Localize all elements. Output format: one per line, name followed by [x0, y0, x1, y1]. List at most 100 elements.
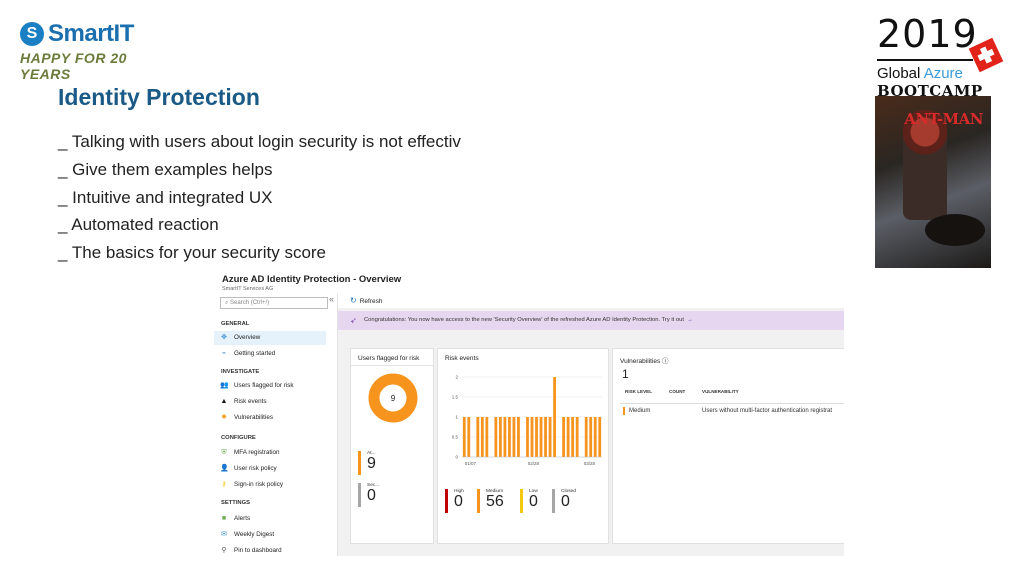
warning-icon: ▲	[220, 398, 228, 405]
nav-item-users-flagged[interactable]: 👥 Users flagged for risk	[214, 379, 326, 393]
risk-event-bar	[512, 417, 516, 457]
risk-event-bar	[535, 417, 538, 457]
metric-label: Sec...	[367, 483, 380, 488]
nav-item-label: Sign-in risk policy	[234, 481, 283, 488]
vulnerability-count: 1	[622, 367, 629, 381]
metric-value: 0	[561, 493, 570, 510]
risk-event-bar	[517, 417, 520, 457]
smartit-logo-mark: S	[20, 22, 44, 46]
blade-nav: ⌕ Search (Ctrl+/) « GENERAL ✥ Overview ⌁…	[214, 294, 338, 556]
risk-event-bar	[575, 417, 579, 457]
card-title: Risk events	[445, 355, 479, 362]
metric-secured: Sec... 0	[358, 483, 379, 507]
poster-hero-figure	[903, 110, 947, 220]
risk-event-bar	[593, 417, 597, 457]
nav-section-general: GENERAL	[221, 321, 250, 327]
search-placeholder: Search (Ctrl+/)	[230, 300, 270, 306]
nav-item-risk-events[interactable]: ▲ Risk events	[214, 395, 326, 409]
y-tick-label: 0	[455, 455, 458, 460]
nav-item-overview[interactable]: ✥ Overview	[214, 331, 326, 345]
nav-item-signin-risk-policy[interactable]: ⚷ Sign-in risk policy	[214, 478, 326, 492]
nav-item-getting-started[interactable]: ⌁ Getting started	[214, 347, 326, 361]
bug-icon: ✹	[221, 414, 227, 421]
x-tick-label: 01/07	[465, 461, 477, 466]
metric-high: High 0	[445, 489, 464, 513]
metric-medium: Medium 56	[477, 489, 504, 513]
user-policy-icon: 👤	[220, 465, 229, 472]
risk-event-bar	[584, 417, 588, 457]
row-vulnerability: Users without multi-factor authenticatio…	[702, 408, 833, 414]
metric-value: 9	[367, 455, 376, 472]
nav-item-label: Getting started	[234, 350, 276, 357]
risk-event-bar	[467, 417, 471, 457]
global-azure-bootcamp-logo: 2019 Global Azure BOOTCAMP	[875, 12, 1005, 100]
refresh-button[interactable]: ↻ Refresh	[350, 296, 382, 305]
slide-title: Identity Protection	[58, 84, 260, 110]
bullet-item: _ The basics for your security score	[58, 243, 327, 263]
metric-label: Closed	[561, 489, 576, 494]
metric-value: 0	[529, 493, 538, 510]
mail-icon: ✉	[221, 531, 227, 538]
nav-item-label: Users flagged for risk	[234, 382, 294, 389]
event-bootcamp: BOOTCAMP	[877, 82, 983, 100]
nav-item-label: Weekly Digest	[234, 531, 275, 538]
risk-event-bar	[544, 417, 547, 457]
bullet-item: _ Talking with users about login securit…	[58, 132, 461, 151]
event-year: 2019	[877, 12, 978, 56]
metric-low: Low 0	[520, 489, 538, 513]
users-flagged-card[interactable]: Users flagged for risk 9 At... 9 Sec... …	[350, 348, 434, 544]
risk-event-bar	[503, 417, 507, 457]
risk-event-bar	[526, 417, 529, 457]
risk-events-card[interactable]: Risk events 0 0.5 1 1.5 2 01/07 02/28 03/28 Hig…	[437, 348, 609, 544]
risk-event-bar	[589, 417, 593, 457]
collapse-icon[interactable]: «	[329, 294, 335, 304]
banner-text: Congratulations: You now have access to …	[364, 317, 684, 323]
table-row[interactable]: Medium Users without multi-factor authen…	[620, 403, 844, 417]
nav-item-label: Vulnerabilities	[234, 414, 273, 421]
nav-section-settings: SETTINGS	[221, 500, 250, 506]
arrow-right-icon: →	[686, 317, 693, 323]
card-title: Vulnerabilities ⓘ	[620, 355, 669, 365]
getting-started-icon: ⌁	[221, 350, 227, 357]
metric-label: Low	[529, 489, 538, 494]
level-indicator	[623, 407, 625, 415]
risk-event-bar	[494, 417, 498, 457]
nav-item-pin-dashboard[interactable]: ⚲ Pin to dashboard	[214, 544, 326, 556]
nav-section-configure: CONFIGURE	[221, 435, 256, 441]
risk-event-bar	[530, 417, 534, 457]
nav-item-mfa-registration[interactable]: ⛨ MFA registration	[214, 446, 326, 460]
metric-at-risk: At... 9	[358, 451, 376, 475]
x-tick-label: 03/28	[584, 461, 596, 466]
nav-section-investigate: INVESTIGATE	[221, 369, 260, 375]
donut-ring	[368, 373, 418, 423]
risk-event-bar	[476, 417, 480, 457]
search-input[interactable]: ⌕ Search (Ctrl+/)	[220, 297, 328, 309]
risk-event-bar	[462, 417, 466, 457]
nav-item-label: User risk policy	[234, 465, 277, 472]
azure-portal-screenshot: Azure AD Identity Protection - Overview …	[214, 268, 844, 556]
badge-divider	[877, 59, 973, 61]
nav-item-vulnerabilities[interactable]: ✹ Vulnerabilities	[214, 411, 326, 425]
refresh-icon: ↻	[350, 296, 357, 305]
nav-item-weekly-digest[interactable]: ✉ Weekly Digest	[214, 528, 326, 542]
donut-value: 9	[391, 394, 396, 403]
notification-banner[interactable]: ➶ Congratulations: You now have access t…	[338, 311, 844, 330]
risk-events-chart: 0 0.5 1 1.5 2 01/07 02/28 03/28	[452, 375, 602, 466]
nav-item-alerts[interactable]: ■ Alerts	[214, 512, 326, 526]
x-tick-label: 02/28	[528, 461, 540, 466]
nav-item-label: MFA registration	[234, 449, 280, 456]
blade-header: Azure AD Identity Protection - Overview …	[214, 268, 844, 292]
overview-icon: ✥	[221, 334, 227, 341]
risk-event-bar	[571, 417, 575, 457]
risk-event-bar	[498, 417, 502, 457]
event-name-azure: Azure	[923, 65, 963, 82]
vulnerabilities-card[interactable]: Vulnerabilities ⓘ 1 RISK LEVEL COUNT VUL…	[612, 348, 844, 544]
metric-value: 0	[454, 493, 463, 510]
nav-item-user-risk-policy[interactable]: 👤 User risk policy	[214, 462, 326, 476]
y-tick-label: 1.5	[452, 395, 459, 400]
card-divider	[351, 365, 433, 366]
key-icon: ⚷	[221, 481, 227, 488]
refresh-label: Refresh	[359, 298, 383, 305]
risk-event-bar	[548, 417, 552, 457]
blade-title: Azure AD Identity Protection - Overview	[222, 274, 402, 285]
